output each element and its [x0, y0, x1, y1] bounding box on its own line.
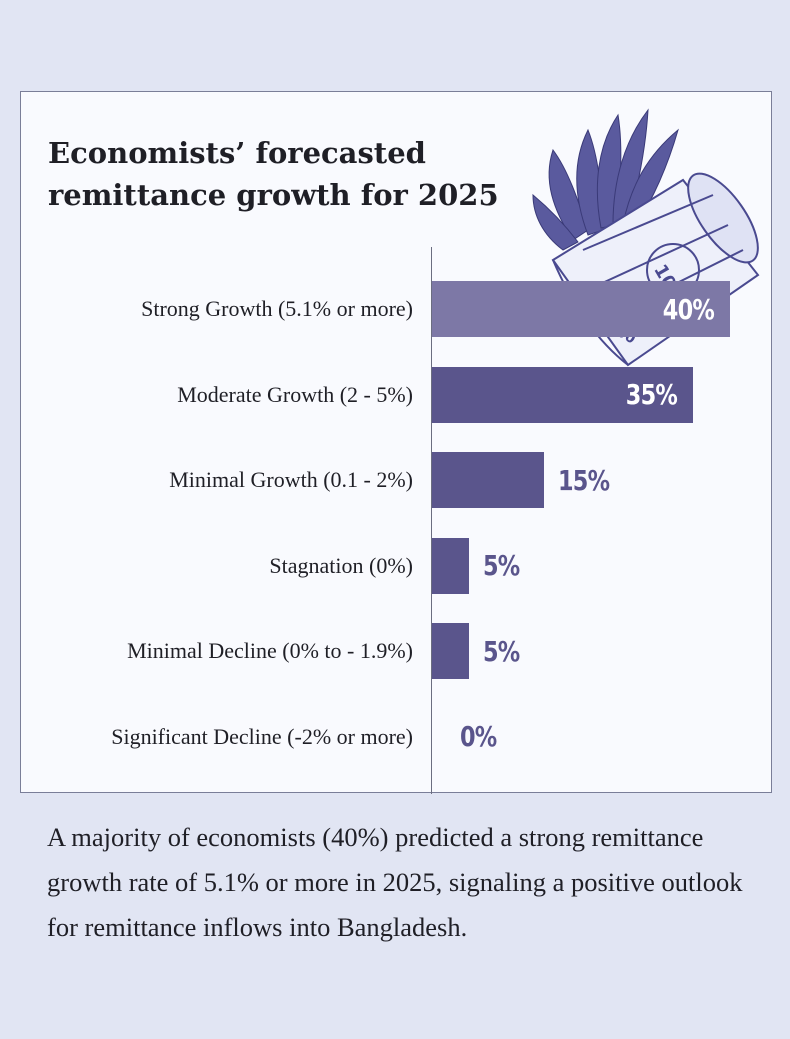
- value-label: 40%: [662, 292, 715, 326]
- value-label: 15%: [558, 463, 610, 497]
- bar: [432, 537, 469, 594]
- bar-row: Moderate Growth (2 - 5%) 35%: [21, 366, 773, 423]
- category-label: Minimal Growth (0.1 - 2%): [169, 467, 413, 492]
- bar-row: Strong Growth (5.1% or more) 40%: [21, 281, 773, 337]
- bar-row: Stagnation (0%) 5%: [21, 537, 773, 594]
- category-label: Strong Growth (5.1% or more): [141, 296, 413, 321]
- bar: [432, 281, 730, 337]
- value-label: 5%: [483, 634, 520, 668]
- category-label: Moderate Growth (2 - 5%): [177, 381, 413, 407]
- bar-row: Significant Decline (-2% or more) 0%: [21, 709, 773, 765]
- winged-dollar-roll-icon: 100 100: [532, 108, 760, 367]
- chart-caption: A majority of economists (40%) predicted…: [47, 822, 743, 942]
- category-label: Significant Decline (-2% or more): [111, 723, 413, 749]
- category-label: Stagnation (0%): [269, 552, 413, 578]
- chart-title: Economists’ forecasted remittance growth…: [48, 136, 499, 212]
- bar-row: Minimal Growth (0.1 - 2%) 15%: [21, 452, 773, 508]
- bar: [432, 366, 693, 423]
- value-label: 0%: [460, 720, 497, 753]
- bar-row: Minimal Decline (0% to - 1.9%) 5%: [21, 623, 773, 679]
- value-label: 5%: [483, 549, 520, 582]
- chart-axis-line: [431, 247, 432, 794]
- bar: [432, 623, 469, 679]
- chart-card: Economists’ forecasted remittance growth…: [20, 91, 773, 794]
- value-label: 35%: [625, 378, 678, 411]
- category-label: Minimal Decline (0% to - 1.9%): [127, 638, 413, 663]
- bar: [432, 452, 544, 508]
